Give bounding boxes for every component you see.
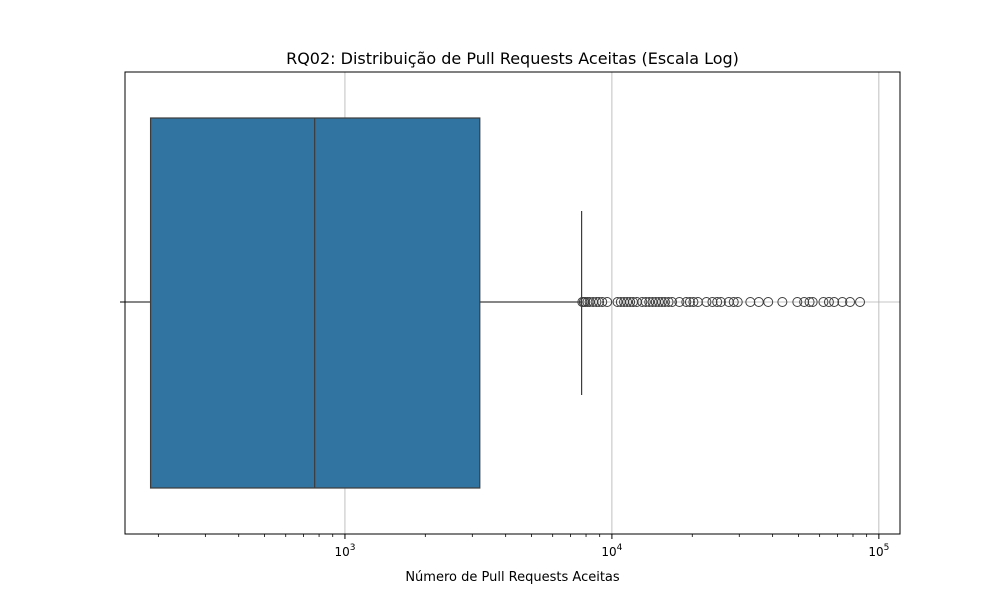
outlier-point [684, 297, 695, 307]
plot-frame [124, 71, 901, 535]
x-tick-label: 104 [601, 543, 622, 559]
outlier-point [640, 297, 651, 307]
outlier-point [818, 297, 829, 307]
outlier-point [656, 297, 667, 307]
outliers [577, 297, 866, 307]
outlier-point [591, 297, 602, 307]
outlier-point [667, 297, 678, 307]
outlier-point [855, 297, 866, 307]
outlier-point [807, 297, 818, 307]
outlier-point [837, 297, 848, 307]
chart-title: RQ02: Distribuição de Pull Requests Acei… [286, 49, 739, 68]
outlier-point [663, 297, 674, 307]
outlier-point [674, 297, 685, 307]
outlier-point [612, 297, 623, 307]
outlier-point [712, 297, 723, 307]
outlier-point [688, 297, 699, 307]
outlier-point [659, 297, 670, 307]
outlier-point [622, 297, 633, 307]
x-axis-label: Número de Pull Requests Aceitas [405, 570, 620, 585]
outlier-point [701, 297, 712, 307]
outlier-point [732, 297, 743, 307]
outlier-point [763, 297, 774, 307]
outlier-point [728, 297, 739, 307]
outlier-point [707, 297, 718, 307]
x-tick-label: 103 [334, 543, 355, 559]
outlier-point [823, 297, 834, 307]
outlier-point [644, 297, 655, 307]
outlier-point [653, 297, 664, 307]
outlier-point [681, 297, 692, 307]
outlier-point [625, 297, 636, 307]
outlier-point [597, 297, 608, 307]
outlier-point [594, 297, 605, 307]
outlier-point [602, 297, 613, 307]
outlier-point [745, 297, 756, 307]
outlier-point [804, 297, 815, 307]
outlier-point [715, 297, 726, 307]
box-plot [125, 117, 583, 489]
outlier-point [829, 297, 840, 307]
outlier-point [777, 297, 788, 307]
outlier-point [845, 297, 856, 307]
outlier-point [792, 297, 803, 307]
x-tick-label: 105 [868, 543, 889, 559]
outlier-point [637, 297, 648, 307]
